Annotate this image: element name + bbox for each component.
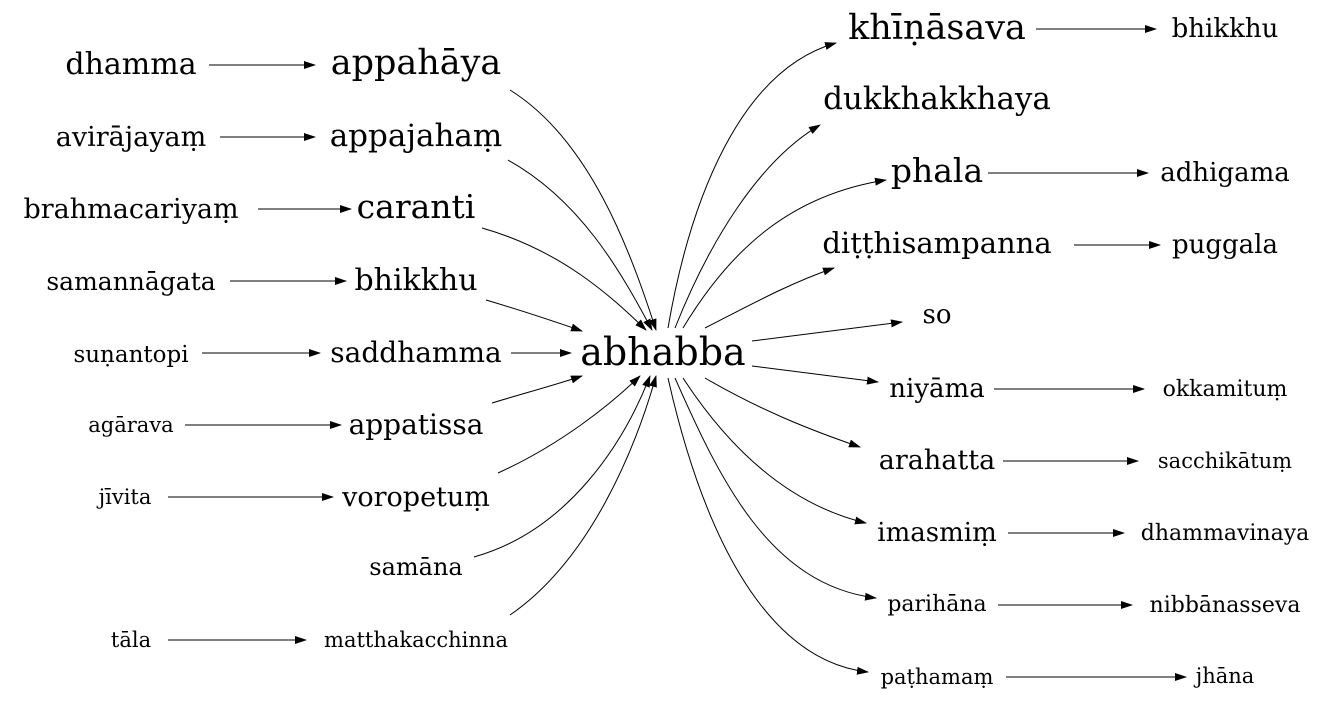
node-puggala: puggala — [1172, 230, 1278, 260]
node-adhigama: adhigama — [1160, 158, 1290, 188]
node-samannagata: samannāgata — [46, 267, 215, 296]
nodes: abhabba dhamma appahāya avirājayaṃ appaj… — [23, 8, 1309, 689]
node-so: so — [923, 300, 952, 330]
edges — [168, 25, 1187, 681]
node-khinasava: khīṇāsava — [848, 8, 1026, 48]
node-caranti: caranti — [357, 187, 476, 226]
edge-abhabba-ditthisampanna — [704, 267, 835, 329]
edge-caranti-abhabba — [481, 227, 647, 331]
node-niyama: niyāma — [889, 374, 984, 404]
edge-samana-abhabba — [473, 375, 651, 558]
node-sacchikatum: sacchikātuṃ — [1158, 449, 1292, 473]
node-saddhamma: saddhamma — [330, 336, 501, 369]
edge-abhabba-niyama — [751, 365, 879, 385]
edge-matthakacchinna-abhabba — [509, 375, 657, 616]
node-imasmim: imasmiṃ — [877, 518, 996, 548]
node-ditthisampanna: diṭṭhisampanna — [822, 226, 1051, 260]
node-appatissa: appatissa — [349, 408, 484, 441]
node-okkamitum: okkamituṃ — [1163, 377, 1288, 402]
edge-abhabba-imasmim — [682, 377, 867, 525]
node-samana: samāna — [369, 553, 462, 581]
edge-voropetum-abhabba — [497, 375, 641, 474]
node-jivita: jīvita — [96, 485, 152, 509]
node-nibbanasseva: nibbānasseva — [1150, 593, 1301, 618]
edge-abhabba-parihana — [674, 377, 877, 601]
node-matthakacchinna: matthakacchinna — [324, 628, 508, 652]
node-appahaya: appahāya — [331, 43, 502, 83]
edge-bhikkhu-abhabba — [485, 299, 583, 332]
edge-abhabba-arahatta — [704, 377, 861, 448]
node-avirajayam: avirājayaṃ — [56, 122, 206, 153]
node-bhikkhu-left: bhikkhu — [354, 263, 477, 298]
edge-appahaya-abhabba — [509, 89, 657, 331]
edge-appajaham-abhabba — [507, 159, 653, 331]
node-appajaham: appajahaṃ — [330, 118, 503, 154]
edge-appatissa-abhabba — [491, 375, 583, 404]
edge-abhabba-dukkhakkhaya — [674, 124, 821, 329]
node-agarava: agārava — [88, 413, 173, 437]
node-tala: tāla — [111, 628, 151, 652]
node-sunantopi: suṇantopi — [73, 342, 188, 368]
node-arahatta: arahatta — [879, 445, 995, 476]
edge-abhabba-so — [751, 319, 903, 342]
edge-abhabba-khinasava — [667, 42, 837, 329]
node-dhamma: dhamma — [65, 47, 196, 82]
node-abhabba: abhabba — [580, 330, 745, 374]
node-brahmacariyam: brahmacariyaṃ — [23, 194, 238, 225]
edge-abhabba-phala — [682, 177, 887, 329]
node-voropetum: voropetuṃ — [341, 482, 490, 513]
node-dukkhakkhaya: dukkhakkhaya — [823, 81, 1051, 117]
node-jhana: jhāna — [1193, 664, 1255, 688]
node-parihana: parihāna — [887, 592, 986, 617]
edge-abhabba-pathamam — [667, 377, 869, 675]
node-pathamam: paṭhamaṃ — [881, 665, 994, 689]
node-bhikkhu-right: bhikkhu — [1172, 14, 1279, 44]
node-phala: phala — [891, 151, 983, 190]
node-dhammavinaya: dhammavinaya — [1141, 521, 1310, 546]
